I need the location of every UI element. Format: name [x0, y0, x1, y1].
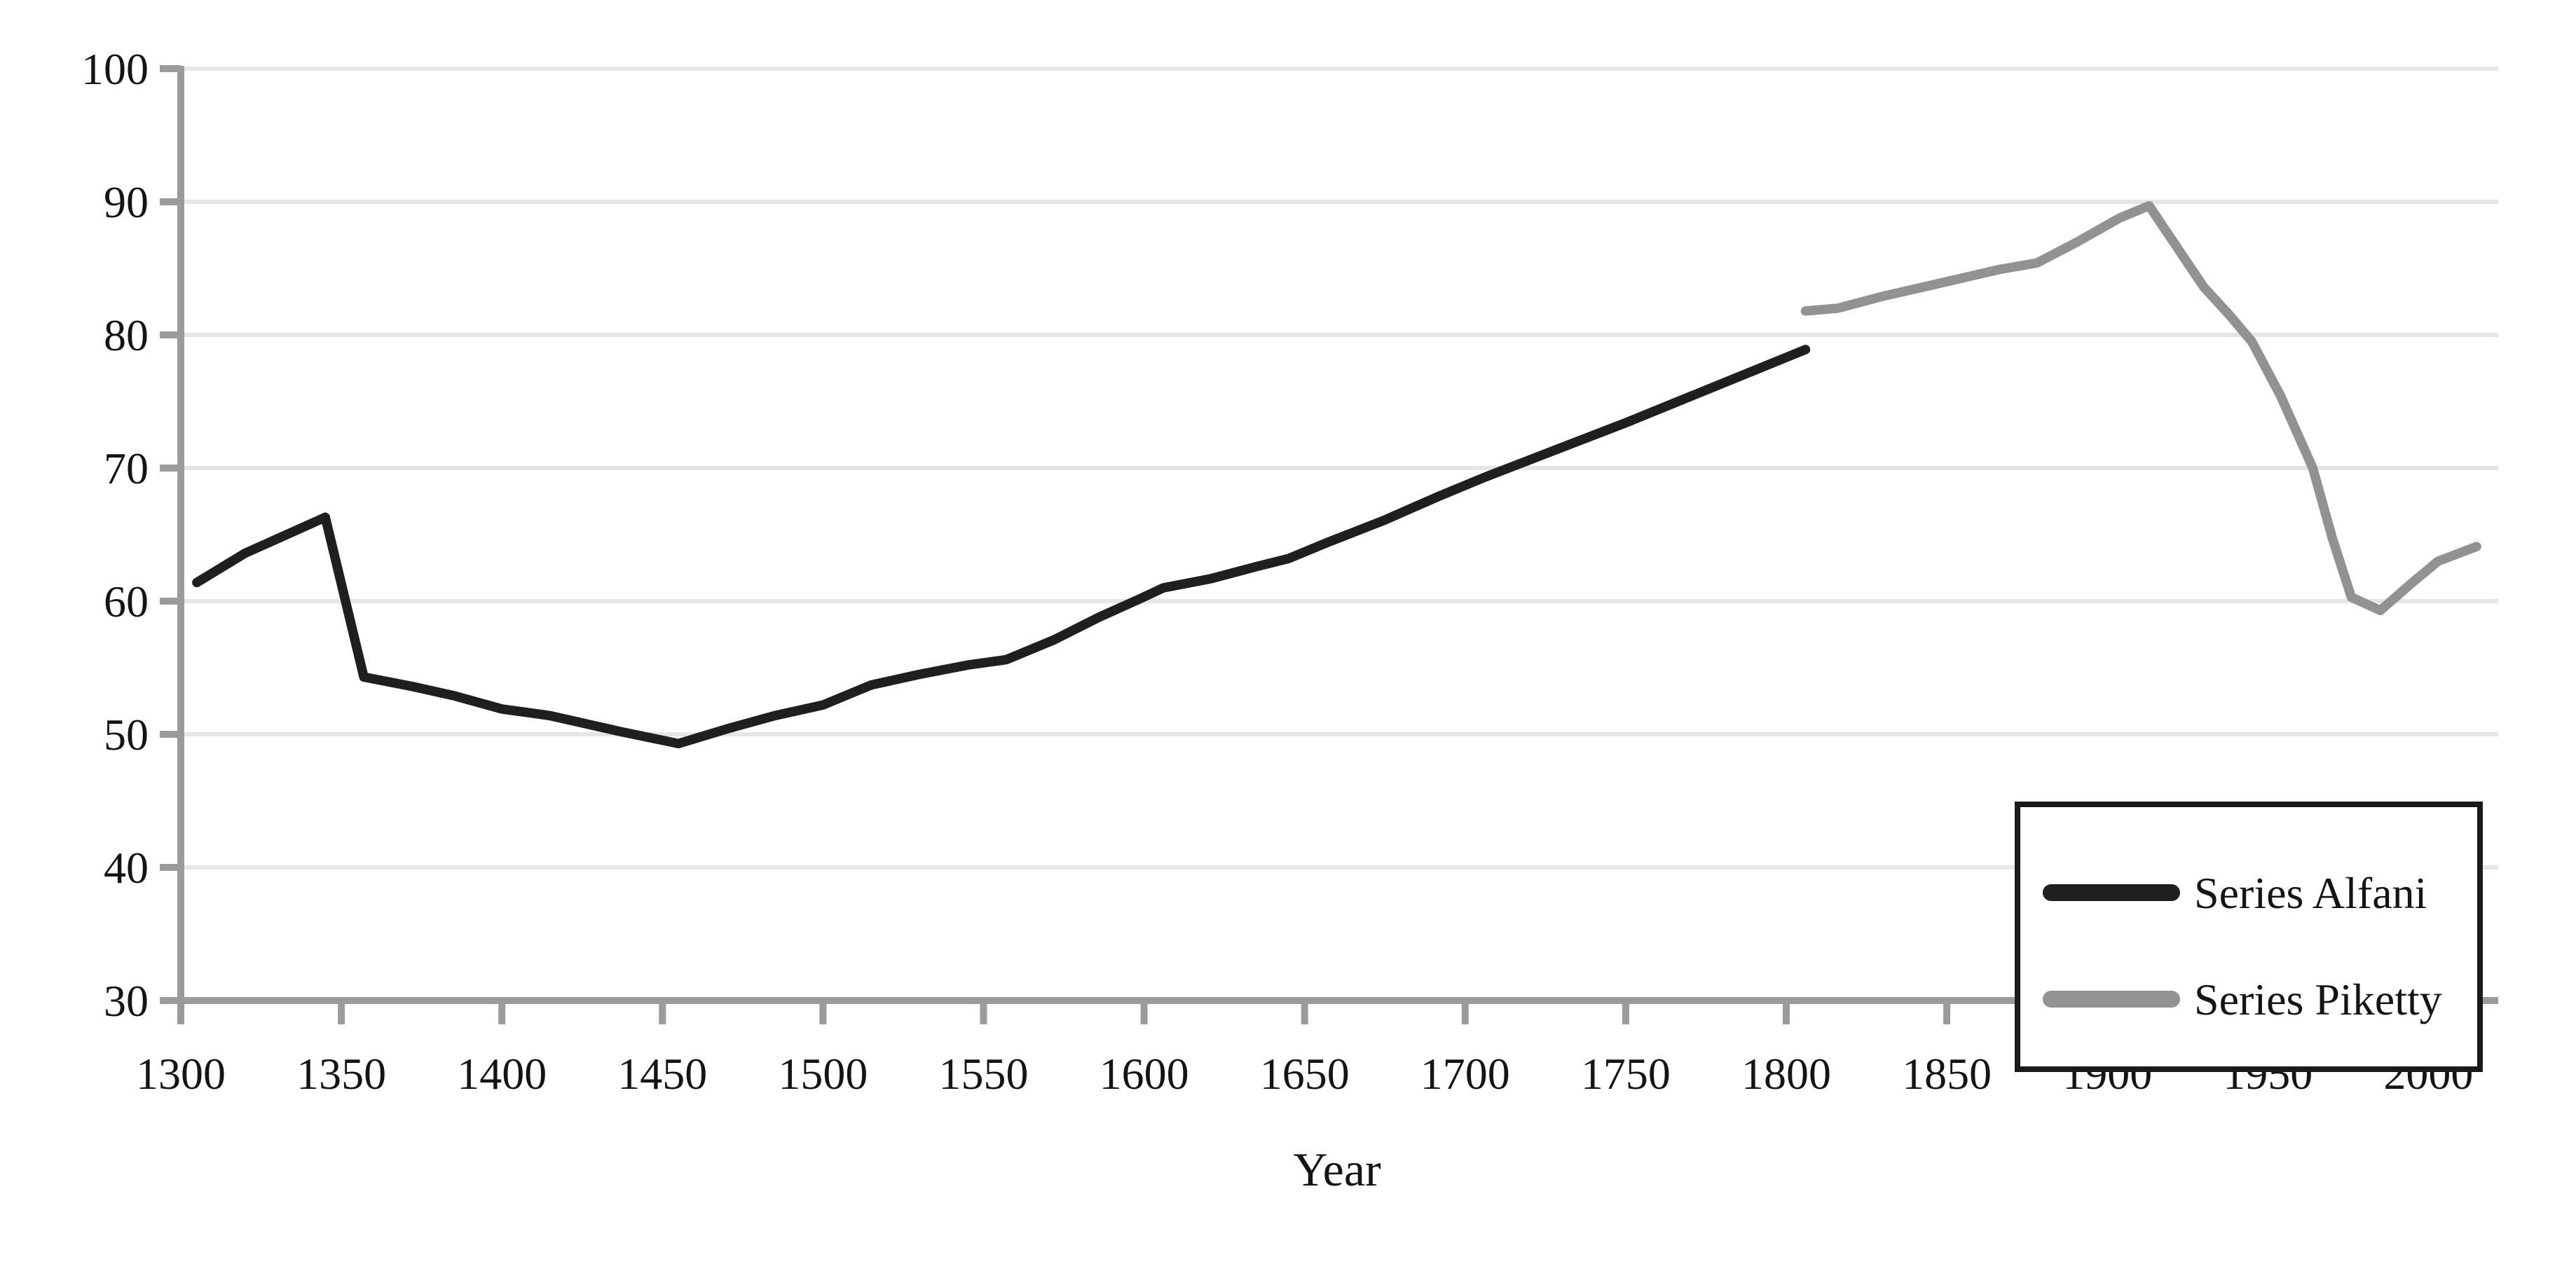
- x-axis-title: Year: [1293, 1143, 1381, 1196]
- axis-labels: Year: [1293, 1143, 1381, 1196]
- y-tick-label-90: 90: [104, 177, 149, 227]
- series-line-series-piketty: [1800, 200, 2481, 616]
- series-line-series-alfani: [192, 345, 1811, 749]
- x-tick-label-1500: 1500: [778, 1049, 868, 1099]
- x-tick-label-1850: 1850: [1902, 1049, 1992, 1099]
- series-lines: [192, 200, 2481, 749]
- y-tick-label-80: 80: [104, 310, 149, 360]
- y-tick-label-50: 50: [104, 710, 149, 760]
- legend-label-2: Series Piketty: [2194, 975, 2442, 1024]
- y-tick-label-100: 100: [81, 44, 149, 94]
- x-tick-label-1450: 1450: [617, 1049, 707, 1099]
- legend-label-1: Series Alfani: [2194, 868, 2427, 918]
- y-tick-label-60: 60: [104, 577, 149, 626]
- x-tick-label-1300: 1300: [136, 1049, 226, 1099]
- x-tick-label-1750: 1750: [1581, 1049, 1671, 1099]
- legend-box: [2015, 802, 2483, 1072]
- y-tick-label-70: 70: [104, 444, 149, 493]
- x-tick-label-1700: 1700: [1420, 1049, 1510, 1099]
- y-tick-label-30: 30: [104, 976, 149, 1026]
- x-tick-label-1550: 1550: [939, 1049, 1029, 1099]
- gridlines: [181, 67, 2498, 870]
- x-tick-label-1350: 1350: [296, 1049, 386, 1099]
- y-tick-label-40: 40: [104, 843, 149, 893]
- axes: 30 40 50 60 70 80 90 100 1300 1350 1400 1450 1500 155…: [81, 44, 2498, 1099]
- x-tick-label-1400: 1400: [457, 1049, 547, 1099]
- x-tick-label-1650: 1650: [1260, 1049, 1350, 1099]
- legend: Series Alfani Series Piketty: [2015, 802, 2483, 1072]
- x-tick-label-1600: 1600: [1099, 1049, 1189, 1099]
- x-tick-label-1800: 1800: [1741, 1049, 1831, 1099]
